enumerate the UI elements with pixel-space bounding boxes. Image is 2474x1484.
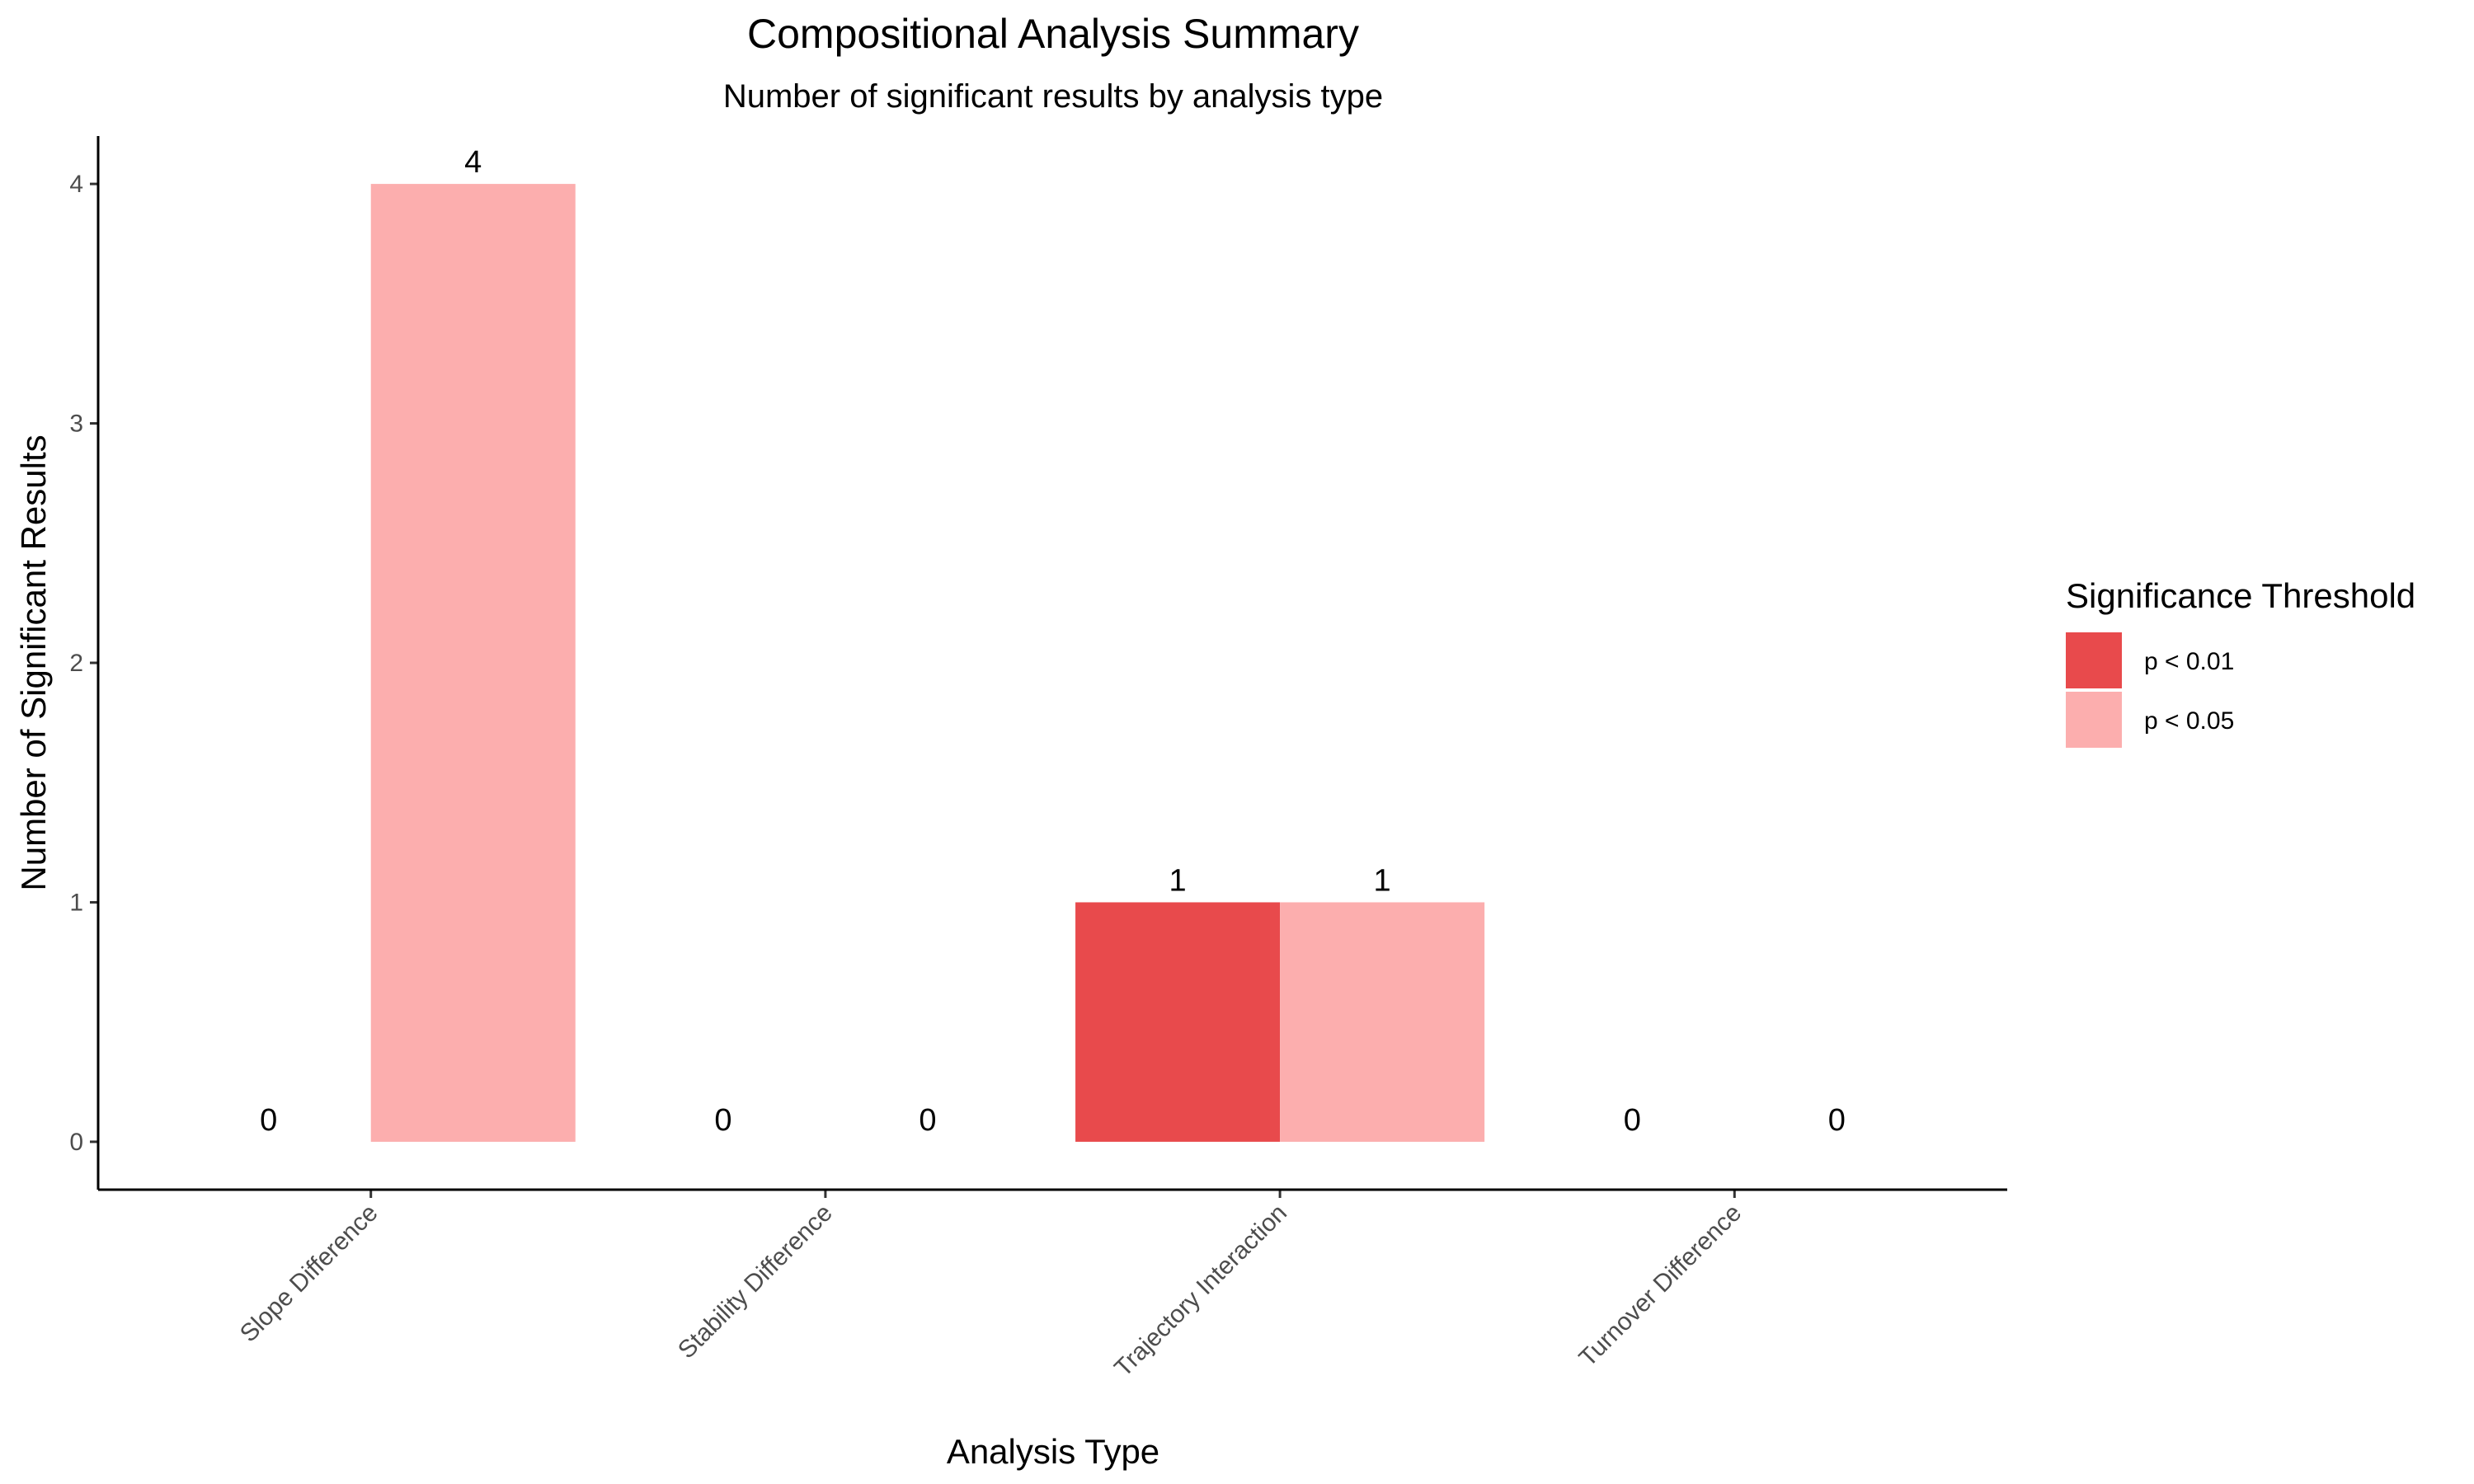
x-tick-label: Slope Difference bbox=[235, 1200, 383, 1348]
y-tick-label: 4 bbox=[69, 171, 83, 198]
bar bbox=[1280, 902, 1485, 1142]
bar-value-label: 0 bbox=[260, 1103, 277, 1138]
legend-swatch bbox=[2066, 692, 2122, 748]
bar-value-label: 0 bbox=[1624, 1103, 1641, 1138]
y-tick-label: 1 bbox=[69, 889, 83, 916]
chart-subtitle: Number of significant results by analysi… bbox=[723, 78, 1383, 115]
legend-label: p < 0.05 bbox=[2144, 707, 2234, 735]
plot-area: 0 1 2 3 4 0 4 Slope Difference 0 0 Stability Diffe… bbox=[69, 145, 1846, 1382]
bar-value-label: 0 bbox=[919, 1103, 936, 1138]
legend-label: p < 0.01 bbox=[2144, 648, 2234, 675]
bar bbox=[1075, 902, 1281, 1142]
y-axis-title: Number of Significant Results bbox=[14, 434, 53, 890]
y-tick-label: 3 bbox=[69, 411, 83, 438]
bar-value-label: 0 bbox=[1828, 1103, 1846, 1138]
bar-value-label: 1 bbox=[1169, 863, 1187, 898]
legend: Significance Threshold p < 0.01 p < 0.05 bbox=[2066, 576, 2415, 748]
y-tick-label: 0 bbox=[69, 1129, 83, 1156]
bar-value-label: 0 bbox=[714, 1103, 731, 1138]
bar-value-label: 1 bbox=[1374, 863, 1391, 898]
x-axis-title: Analysis Type bbox=[947, 1432, 1159, 1471]
bar-value-label: 4 bbox=[464, 145, 482, 180]
y-tick-label: 2 bbox=[69, 650, 83, 677]
legend-title: Significance Threshold bbox=[2066, 576, 2415, 615]
bar bbox=[370, 184, 576, 1142]
legend-swatch bbox=[2066, 632, 2122, 688]
x-tick-label: Stability Difference bbox=[673, 1200, 838, 1364]
x-tick-label: Trajectory Interaction bbox=[1109, 1200, 1292, 1383]
chart-title: Compositional Analysis Summary bbox=[747, 11, 1359, 57]
x-tick-label: Turnover Difference bbox=[1574, 1200, 1747, 1373]
